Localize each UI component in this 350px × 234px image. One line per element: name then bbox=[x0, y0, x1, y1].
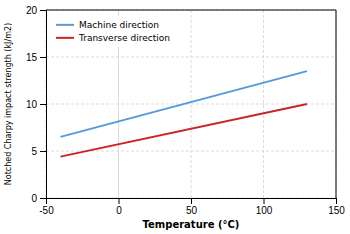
tick-mark bbox=[336, 198, 337, 204]
x-axis-title: Temperature (°C) bbox=[143, 219, 240, 230]
tick-label: -50 bbox=[39, 205, 54, 216]
lines bbox=[61, 71, 308, 157]
tick: 15 bbox=[26, 52, 46, 63]
tick-mark bbox=[119, 198, 120, 204]
tick: -50 bbox=[39, 198, 54, 216]
tick-label: 100 bbox=[256, 205, 273, 216]
line bbox=[61, 104, 308, 157]
tick-mark bbox=[40, 57, 46, 58]
y-axis: 0 5 10 15 20 bbox=[26, 5, 47, 204]
tick: 150 bbox=[328, 198, 345, 216]
tick: 50 bbox=[186, 198, 198, 216]
tick: 10 bbox=[26, 99, 46, 110]
tick: 5 bbox=[31, 146, 46, 157]
grid-line-y bbox=[46, 104, 336, 105]
tick-mark bbox=[40, 151, 46, 152]
tick-label: 10 bbox=[26, 99, 38, 110]
chart: -5005010015005101520Machine directionTra… bbox=[0, 0, 350, 234]
plot: -5005010015005101520Machine directionTra… bbox=[26, 5, 345, 216]
legend-background bbox=[52, 16, 174, 47]
axis-line bbox=[40, 11, 47, 199]
grid-line-x bbox=[336, 10, 337, 198]
grid-line-y bbox=[46, 57, 336, 58]
tick-mark bbox=[40, 198, 46, 199]
grid bbox=[46, 10, 336, 198]
x-axis: -50 0 50 100 150 bbox=[39, 198, 345, 216]
y-axis-title: Notched Charpy impact strength (kJ/m2) bbox=[4, 23, 13, 185]
legend-label: Machine direction bbox=[79, 20, 159, 30]
legend-item: Transverse direction bbox=[56, 33, 170, 43]
legend-swatch bbox=[56, 37, 74, 39]
frame bbox=[336, 10, 337, 198]
tick: 100 bbox=[256, 198, 273, 216]
tick-mark bbox=[191, 198, 192, 204]
legend-label: Transverse direction bbox=[78, 33, 170, 43]
tick-label: 15 bbox=[26, 52, 38, 63]
tick-label: 150 bbox=[328, 205, 345, 216]
tick-label: 20 bbox=[26, 5, 38, 16]
line bbox=[61, 71, 308, 137]
tick-label: 0 bbox=[116, 205, 122, 216]
legend-swatch bbox=[56, 24, 74, 26]
tick-mark bbox=[40, 10, 46, 11]
tick: 20 bbox=[26, 5, 46, 16]
tick-label: 5 bbox=[31, 146, 37, 157]
tick: 0 bbox=[116, 198, 122, 216]
tick-label: 0 bbox=[31, 193, 37, 204]
axis-line bbox=[47, 199, 337, 205]
tick: 0 bbox=[31, 193, 46, 204]
legend-item: Machine direction bbox=[56, 20, 159, 30]
tick-mark bbox=[40, 104, 46, 105]
tick-mark bbox=[264, 198, 265, 204]
grid-line-y bbox=[46, 10, 336, 11]
tick-label: 50 bbox=[186, 205, 198, 216]
frame bbox=[46, 10, 336, 11]
legend: Machine direction Transverse direction bbox=[52, 16, 174, 47]
